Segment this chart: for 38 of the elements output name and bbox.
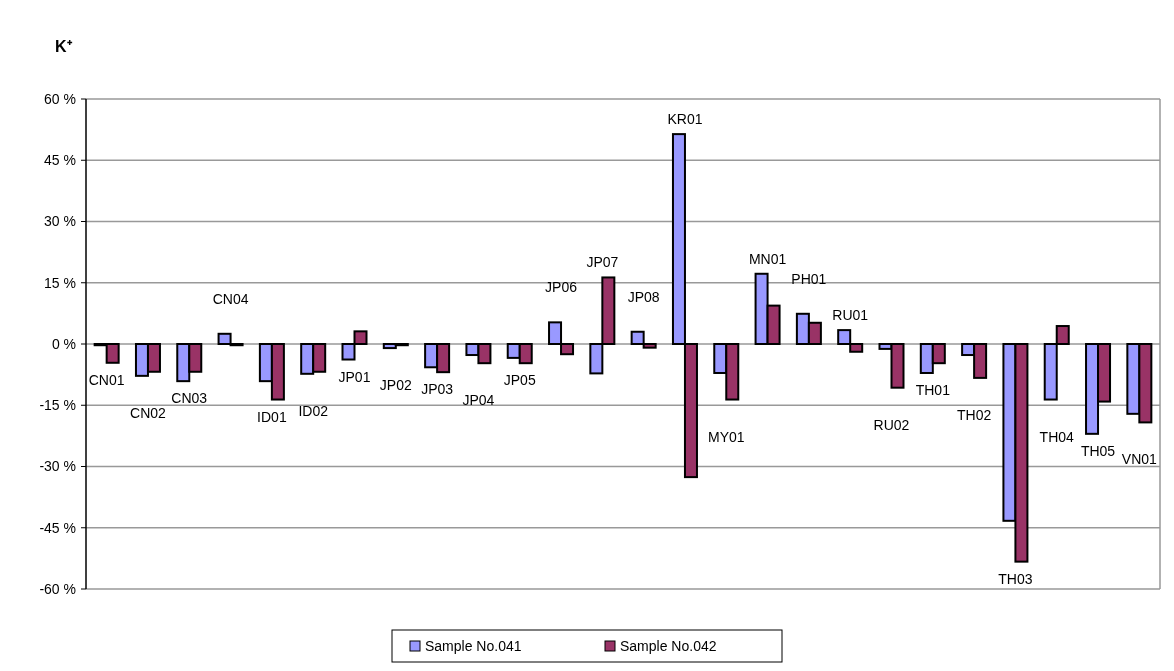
chart-title: K⁺ <box>55 38 73 55</box>
x-tick-label: RU01 <box>832 307 869 324</box>
y-tick-label: 15 % <box>44 274 76 291</box>
x-tick-label: JP05 <box>503 372 536 389</box>
x-tick-label: JP04 <box>462 392 495 409</box>
x-tick-label: TH01 <box>915 381 951 398</box>
x-tick-label: RU02 <box>873 416 910 433</box>
legend-label: Sample No.041 <box>425 637 522 654</box>
x-tick-label: JP02 <box>379 377 412 394</box>
y-tick-label: -45 % <box>39 519 76 536</box>
y-tick-label: -60 % <box>39 580 76 597</box>
x-tick-label: CN02 <box>130 404 167 421</box>
y-tick-label: -30 % <box>39 458 76 475</box>
x-tick-label: VN01 <box>1121 451 1158 468</box>
y-tick-label: 60 % <box>44 90 76 107</box>
y-tick-label: 0 % <box>51 335 76 352</box>
y-tick-label: -15 % <box>39 397 76 414</box>
x-tick-label: JP03 <box>421 381 454 398</box>
x-tick-label: MN01 <box>748 250 787 267</box>
x-tick-label: JP06 <box>545 279 578 296</box>
x-tick-label: JP07 <box>586 254 619 271</box>
x-tick-label: ID01 <box>257 408 287 425</box>
legend-label: Sample No.042 <box>620 637 717 654</box>
y-tick-label: 30 % <box>44 213 76 230</box>
x-tick-label: KR01 <box>667 111 703 128</box>
x-tick-label: TH02 <box>957 406 992 423</box>
x-tick-label: TH03 <box>998 570 1033 587</box>
x-tick-label: PH01 <box>791 270 827 287</box>
x-tick-label: CN04 <box>212 290 249 307</box>
y-tick-label: 45 % <box>44 152 76 169</box>
x-tick-label: CN03 <box>171 390 208 407</box>
x-tick-label: ID02 <box>298 402 329 419</box>
x-tick-label: TH05 <box>1080 442 1116 459</box>
x-tick-label: CN01 <box>88 371 125 388</box>
x-tick-label: MY01 <box>707 428 745 445</box>
x-tick-label: TH04 <box>1039 428 1075 445</box>
x-tick-label: JP01 <box>338 368 371 385</box>
x-tick-label: JP08 <box>627 288 660 305</box>
